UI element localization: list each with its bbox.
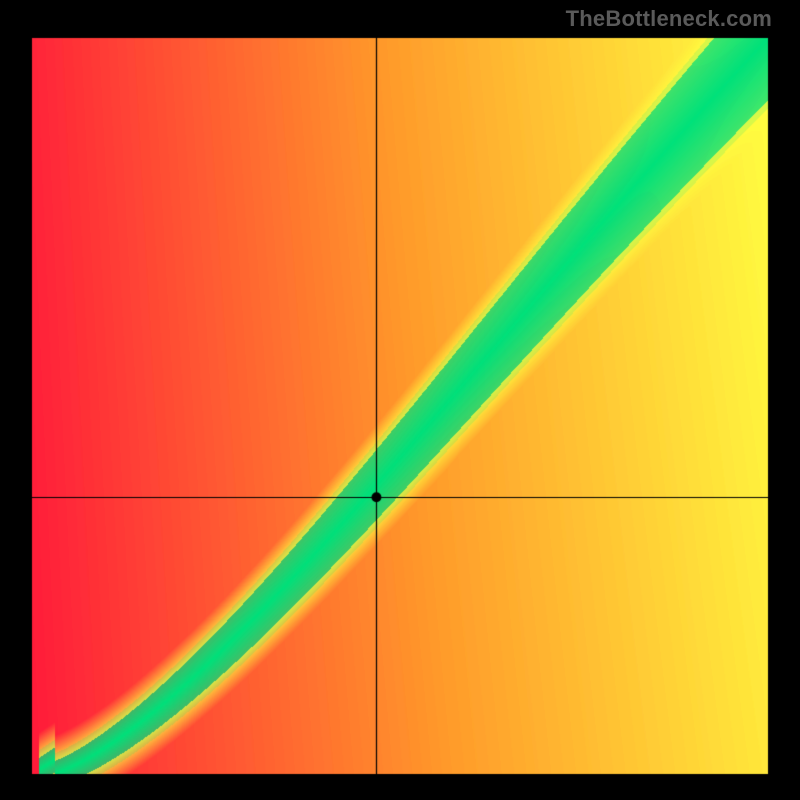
chart-container: { "watermark": { "text": "TheBottleneck.… <box>0 0 800 800</box>
watermark-text: TheBottleneck.com <box>566 6 772 32</box>
bottleneck-heatmap <box>0 0 800 800</box>
